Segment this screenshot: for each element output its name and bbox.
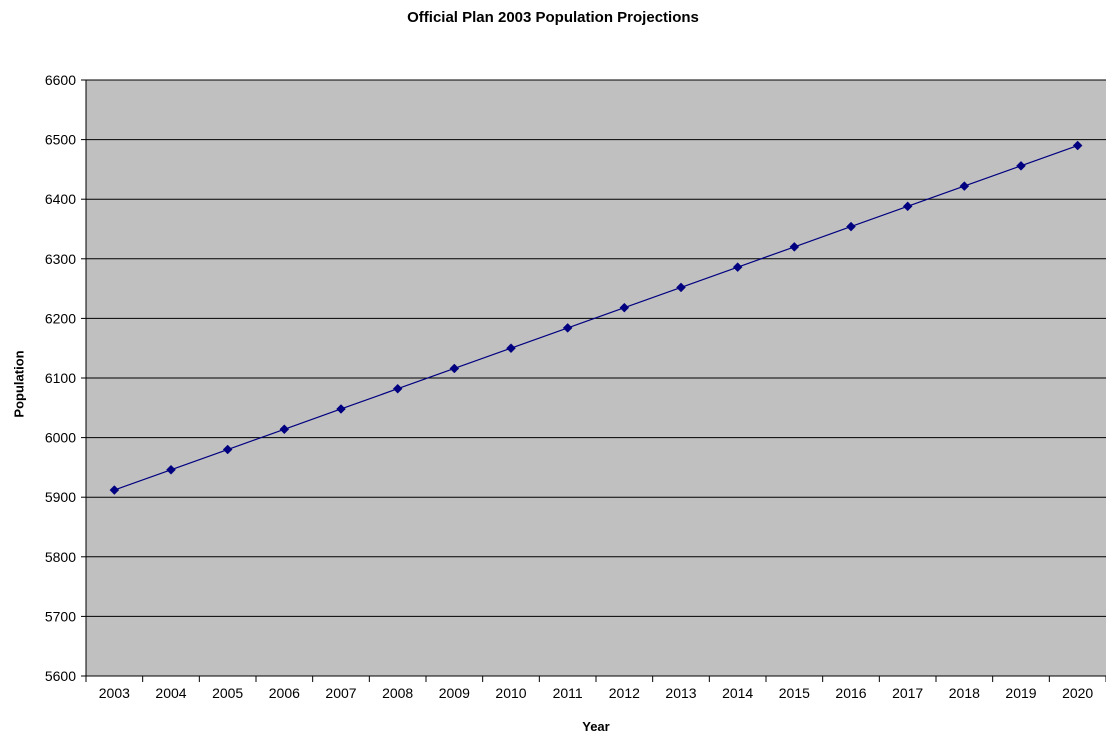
data-point bbox=[336, 404, 346, 414]
data-point bbox=[1016, 160, 1026, 171]
x-tick-label: 2017 bbox=[892, 685, 923, 701]
x-tick-label: 2014 bbox=[722, 685, 753, 701]
y-tick-label: 5800 bbox=[45, 549, 76, 565]
y-tick-label: 5900 bbox=[45, 489, 76, 505]
y-tick-label: 5700 bbox=[45, 608, 76, 624]
x-tick-label: 2008 bbox=[382, 685, 413, 701]
series-line bbox=[114, 144, 1078, 491]
y-tick-label: 5600 bbox=[45, 668, 76, 684]
y-tick-label: 6300 bbox=[45, 251, 76, 267]
x-tick-label: 2003 bbox=[99, 685, 130, 701]
data-point bbox=[449, 363, 460, 374]
data-point bbox=[1072, 140, 1083, 151]
y-tick-label: 6500 bbox=[45, 132, 76, 148]
x-tick-label: 2004 bbox=[155, 685, 186, 701]
y-tick-label: 6100 bbox=[45, 370, 76, 386]
data-point bbox=[902, 201, 913, 212]
x-tick-label: 2011 bbox=[553, 685, 583, 701]
y-tick-label: 6400 bbox=[45, 191, 76, 207]
x-tick-label: 2019 bbox=[1005, 685, 1036, 701]
x-tick-label: 2013 bbox=[665, 685, 696, 701]
x-tick-label: 2005 bbox=[212, 685, 243, 701]
x-tick-label: 2010 bbox=[495, 685, 526, 701]
data-point bbox=[959, 181, 970, 191]
data-point bbox=[619, 302, 630, 313]
y-tick-label: 6000 bbox=[45, 430, 76, 446]
data-point bbox=[279, 424, 290, 435]
data-point bbox=[846, 221, 856, 232]
x-tick-label: 2016 bbox=[835, 685, 866, 701]
x-tick-label: 2007 bbox=[325, 685, 356, 701]
x-tick-label: 2018 bbox=[949, 685, 980, 701]
data-point bbox=[222, 444, 233, 455]
y-tick-label: 6600 bbox=[45, 72, 76, 88]
data-point bbox=[676, 282, 686, 293]
data-point bbox=[166, 464, 176, 475]
y-tick-label: 6200 bbox=[45, 310, 76, 326]
data-point bbox=[506, 343, 516, 354]
data-point bbox=[789, 242, 800, 252]
data-point bbox=[562, 323, 573, 333]
chart-title: Official Plan 2003 Population Projection… bbox=[407, 9, 699, 26]
y-axis-title: Population bbox=[11, 350, 27, 418]
x-tick-label: 2012 bbox=[609, 685, 640, 701]
x-axis-title: Year bbox=[582, 719, 610, 734]
data-point bbox=[109, 485, 120, 495]
x-tick-label: 2020 bbox=[1062, 685, 1093, 701]
data-point bbox=[732, 262, 743, 272]
x-tick-label: 2006 bbox=[269, 685, 300, 701]
data-point bbox=[392, 383, 403, 394]
x-tick-label: 2015 bbox=[779, 685, 810, 701]
x-tick-label: 2009 bbox=[439, 685, 470, 701]
